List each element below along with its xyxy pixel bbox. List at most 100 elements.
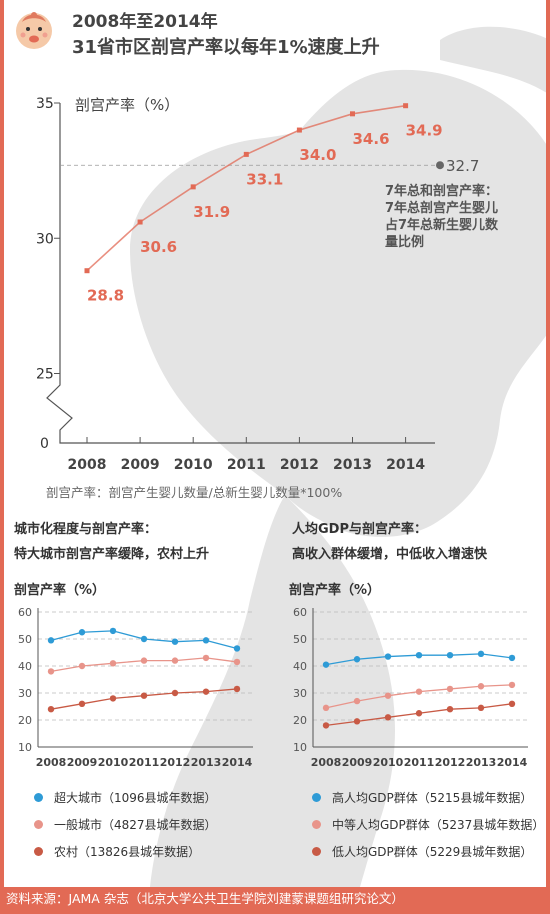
- y-tick-label: 20: [18, 714, 32, 727]
- data-point: [322, 704, 330, 712]
- data-point: [140, 692, 148, 699]
- main-chart-axes: 35 30 25 0 2008 2009 2010 2011 2012 2013 2014: [36, 96, 435, 473]
- data-point: [296, 127, 302, 133]
- data-label: 28.8: [87, 287, 124, 305]
- x-tick-label: 2014: [222, 756, 253, 769]
- income-title-line2: 高收入群体缓增，中低收入增速快: [292, 547, 488, 562]
- urban-title-line2: 特大城市剖宫产率缓降，农村上升: [14, 547, 210, 562]
- x-tick-label: 2014: [497, 756, 528, 769]
- data-point: [233, 645, 241, 652]
- legend-dot-icon: [312, 847, 321, 856]
- reference-point: [436, 161, 444, 170]
- data-point: [78, 629, 86, 636]
- x-tick-label: 2008: [68, 457, 107, 473]
- data-point: [353, 718, 361, 725]
- x-tick-label: 2009: [67, 756, 98, 769]
- legend-dot-icon: [312, 820, 321, 829]
- data-point: [415, 652, 423, 659]
- legend-label: 超大城市（1096县城年数据）: [54, 791, 217, 805]
- income-legend: 高人均GDP群体（5215县城年数据） 中等人均GDP群体（5237县城年数据）…: [312, 784, 544, 865]
- reference-label: 32.7: [446, 157, 479, 175]
- x-tick-label: 2010: [373, 756, 404, 769]
- y-tick-label: 10: [293, 741, 307, 754]
- data-point: [477, 704, 485, 712]
- x-tick-label: 2008: [311, 756, 342, 769]
- data-point: [140, 657, 148, 664]
- data-point: [190, 184, 196, 190]
- x-tick-label: 2010: [98, 756, 129, 769]
- data-point: [84, 268, 90, 274]
- legend-item: 低人均GDP群体（5229县城年数据）: [312, 838, 544, 865]
- main-chart-marks: 32.7 28.8 30.6 31.9 33.1 34.0 34.6 34.9: [60, 103, 479, 305]
- legend-item: 超大城市（1096县城年数据）: [34, 784, 217, 811]
- main-chart-axis-line: [46, 103, 435, 444]
- page-title-line2: 31省市区剖宫产率以每年1%速度上升: [72, 37, 380, 58]
- data-label: 34.0: [299, 146, 336, 164]
- data-point: [243, 151, 249, 157]
- x-tick-label: 2011: [404, 756, 435, 769]
- legend-item: 高人均GDP群体（5215县城年数据）: [312, 784, 544, 811]
- small-chart-ylabel: 剖宫产率（%）: [14, 582, 105, 598]
- data-point: [202, 688, 210, 695]
- data-point: [47, 706, 55, 713]
- y-tick-label: 20: [293, 714, 307, 727]
- legend-label: 农村（13826县城年数据）: [54, 845, 201, 859]
- y-tick-label: 40: [18, 660, 32, 673]
- average-annotation: 7年总和剖宫产率： 7年总剖宫产生婴儿 占7年总新生婴儿数 量比例: [385, 183, 499, 250]
- x-tick-label: 2012: [280, 457, 319, 473]
- data-point: [202, 637, 210, 644]
- main-chart-footnote: 剖宫产率：剖宫产生婴儿数量/总新生婴儿数量*100%: [46, 485, 342, 500]
- data-point: [322, 661, 330, 668]
- legend-label: 低人均GDP群体（5229县城年数据）: [332, 845, 533, 859]
- x-tick-label: 2011: [129, 756, 160, 769]
- y-tick-label: 50: [293, 633, 307, 646]
- x-tick-label: 2009: [342, 756, 373, 769]
- annotation-line-4: 量比例: [385, 234, 424, 250]
- x-tick-label: 2012: [160, 756, 191, 769]
- y-tick-label: 30: [293, 687, 307, 700]
- data-point: [446, 652, 454, 659]
- data-point: [384, 692, 392, 699]
- y-tick-label: 0: [40, 436, 49, 452]
- data-point: [350, 111, 355, 117]
- data-point: [322, 722, 330, 729]
- x-tick-label: 2014: [386, 457, 425, 473]
- x-tick-label: 2013: [333, 457, 372, 473]
- data-point: [202, 654, 210, 662]
- y-tick-label: 35: [36, 96, 54, 112]
- data-point: [477, 650, 485, 658]
- data-point: [109, 660, 117, 667]
- legend-label: 高人均GDP群体（5215县城年数据）: [332, 791, 533, 805]
- data-point: [384, 653, 392, 660]
- legend-label: 一般城市（4827县城年数据）: [54, 818, 217, 832]
- legend-dot-icon: [34, 847, 43, 856]
- data-point: [78, 662, 86, 670]
- y-tick-label: 60: [293, 606, 307, 619]
- data-point: [415, 688, 423, 695]
- data-point: [415, 710, 423, 717]
- data-point: [47, 637, 55, 644]
- data-point: [233, 658, 241, 666]
- urban-legend: 超大城市（1096县城年数据） 一般城市（4827县城年数据） 农村（13826…: [34, 784, 217, 865]
- legend-dot-icon: [34, 793, 43, 802]
- data-label: 30.6: [140, 238, 177, 256]
- y-tick-label: 30: [18, 687, 32, 700]
- x-tick-label: 2013: [191, 756, 222, 769]
- data-point: [109, 695, 117, 702]
- x-tick-label: 2011: [227, 457, 266, 473]
- legend-item: 农村（13826县城年数据）: [34, 838, 217, 865]
- data-point: [171, 689, 179, 697]
- data-point: [508, 681, 516, 689]
- main-chart-ylabel: 剖宫产率（%）: [75, 96, 179, 114]
- data-point: [384, 714, 392, 721]
- data-point: [171, 657, 179, 664]
- data-label: 33.1: [246, 170, 283, 188]
- data-label: 34.9: [406, 122, 443, 140]
- data-point: [233, 685, 241, 693]
- x-tick-label: 2009: [121, 457, 160, 473]
